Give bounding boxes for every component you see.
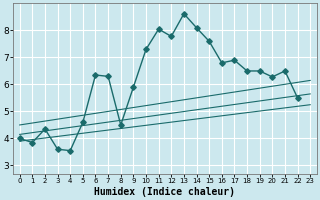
X-axis label: Humidex (Indice chaleur): Humidex (Indice chaleur) [94, 186, 236, 197]
